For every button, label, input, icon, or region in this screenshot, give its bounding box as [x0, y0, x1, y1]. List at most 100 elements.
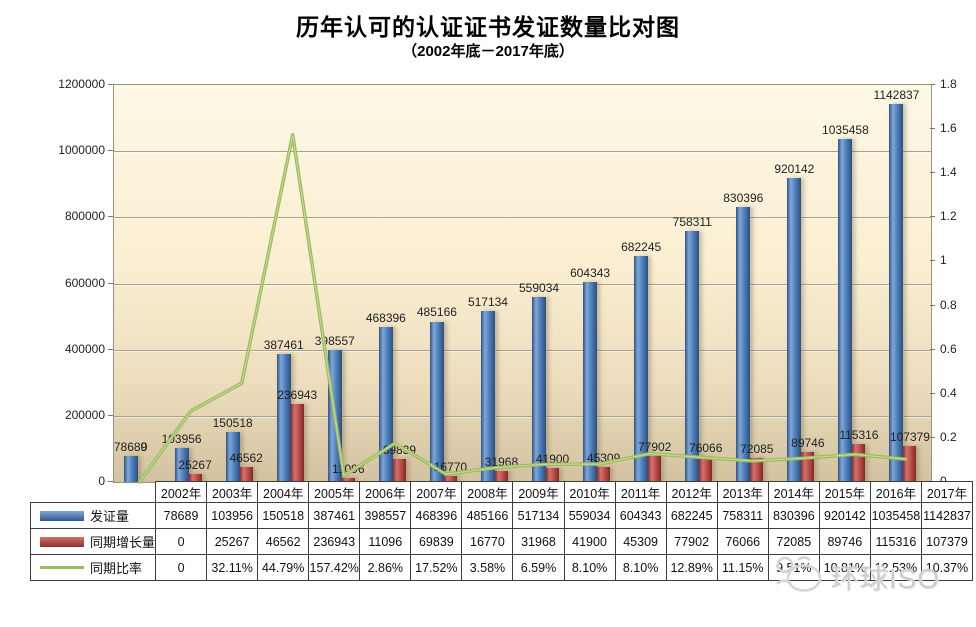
y-axis-tick [108, 84, 113, 85]
issuance-bar-label: 604343 [570, 266, 611, 281]
ratio-legend-swatch [40, 566, 84, 569]
table-value-cell: 2.86% [359, 554, 412, 581]
table-value-cell: 103956 [206, 502, 259, 529]
year-header-cell: 2010年 [563, 481, 616, 503]
grid-line [114, 151, 931, 153]
legend-cell: 同期增长量 [29, 528, 157, 555]
table-value-cell: 517134 [512, 502, 565, 529]
year-header-cell: 2002年 [155, 481, 208, 503]
y-axis-tick-label: 1000000 [58, 143, 105, 158]
table-value-cell: 41900 [563, 528, 616, 555]
growth-bar-label: 72085 [740, 442, 774, 457]
secondary-axis-tick-label: 1.6 [940, 121, 957, 136]
secondary-axis-tick-label: 0.8 [940, 297, 957, 312]
growth-bar [188, 473, 202, 482]
growth-bar-label: 25267 [178, 457, 212, 472]
year-header-cell: 2006年 [359, 481, 412, 503]
year-header-cell: 2017年 [920, 481, 974, 503]
table-value-cell: 44.79% [257, 554, 310, 581]
table-value-cell: 12.89% [665, 554, 718, 581]
plot-area: 78689 0 103956 25267 150518 46562 387461 236943… [113, 84, 932, 484]
issuance-bar [838, 139, 853, 482]
issuance-bar-label: 387461 [263, 337, 304, 352]
table-value-cell: 0 [155, 554, 208, 581]
growth-bar [546, 468, 560, 482]
growth-bar [597, 467, 611, 482]
table-value-cell: 11.15% [716, 554, 769, 581]
growth-bar [699, 456, 713, 482]
table-value-cell: 78689 [155, 502, 208, 529]
growth-legend-swatch [40, 536, 84, 547]
secondary-axis-tick-label: 1.4 [940, 165, 957, 180]
issuance-bar [225, 432, 240, 482]
table-value-cell: 485166 [461, 502, 514, 529]
y-axis-tick-label: 1200000 [58, 77, 105, 91]
table-value-cell: 387461 [308, 502, 361, 529]
y-axis-tick-label: 400000 [64, 341, 105, 356]
year-header-cell: 2013年 [716, 481, 769, 503]
year-header-cell: 2012年 [665, 481, 718, 503]
table-value-cell: 72085 [767, 528, 820, 555]
issuance-bar [123, 455, 138, 482]
secondary-axis-tick [930, 304, 935, 306]
secondary-axis-tick [930, 260, 935, 262]
table-value-cell: 10.37% [920, 554, 974, 581]
table-value-cell: 0 [155, 528, 208, 555]
issuance-bar [174, 447, 189, 482]
issuance-bar-label: 468396 [365, 311, 406, 326]
legend-label: 同期增长量 [90, 535, 156, 550]
table-value-cell: 236943 [308, 528, 361, 555]
grid-line [114, 415, 931, 417]
table-value-cell: 69839 [410, 528, 463, 555]
secondary-axis-tick [930, 348, 935, 350]
issuance-bar [532, 297, 547, 482]
table-value-cell: 16770 [461, 528, 514, 555]
issuance-bar-label: 517134 [467, 294, 508, 309]
secondary-axis-tick [930, 436, 935, 438]
issuance-bar-label: 1142837 [873, 87, 920, 102]
growth-bar [494, 471, 508, 482]
table-value-cell: 17.52% [410, 554, 463, 581]
table-value-cell: 157.42% [308, 554, 361, 581]
table-value-cell: 3.58% [461, 554, 514, 581]
legend-cell: 发证量 [29, 502, 157, 529]
legend-cell: 同期比率 [29, 554, 157, 581]
issuance-bar-label: 485166 [416, 305, 457, 320]
growth-bar-label: 89746 [791, 436, 825, 451]
table-value-cell: 45309 [614, 528, 667, 555]
issuance-bar [378, 327, 393, 482]
secondary-axis-tick-label: 1.8 [940, 77, 957, 91]
secondary-axis-tick [930, 216, 935, 218]
table-value-cell: 76066 [716, 528, 769, 555]
growth-bar [903, 446, 917, 482]
table-value-cell: 682245 [665, 502, 718, 529]
issuance-bar-label: 559034 [519, 281, 560, 296]
growth-bar [341, 478, 355, 482]
issuance-bar [634, 256, 649, 482]
table-value-cell: 77902 [665, 528, 718, 555]
table-value-cell: 11096 [359, 528, 412, 555]
secondary-axis-tick [930, 84, 935, 85]
issuance-bar-label: 830396 [723, 191, 764, 206]
table-value-cell: 32.11% [206, 554, 259, 581]
issuance-bar [276, 353, 291, 482]
grid-line [114, 283, 931, 285]
issuance-bar-label: 78689 [113, 439, 148, 454]
y-axis-tick-label: 200000 [64, 407, 105, 422]
secondary-axis-tick [930, 392, 935, 394]
issuance-legend-swatch [40, 510, 84, 521]
table-value-cell: 920142 [818, 502, 871, 529]
table-value-cell: 559034 [563, 502, 616, 529]
watermark: 环球ISO [773, 552, 940, 601]
y-axis-tick [108, 150, 113, 152]
growth-bar [392, 458, 406, 482]
table-value-cell: 8.10% [563, 554, 616, 581]
legend-label: 同期比率 [90, 561, 143, 576]
secondary-axis-tick [930, 128, 935, 130]
year-header-cell: 2015年 [818, 481, 871, 503]
table-value-cell: 25267 [206, 528, 259, 555]
secondary-axis-tick-label: 0.2 [940, 429, 957, 444]
year-header-cell: 2009年 [512, 481, 565, 503]
grid-line [114, 217, 931, 219]
